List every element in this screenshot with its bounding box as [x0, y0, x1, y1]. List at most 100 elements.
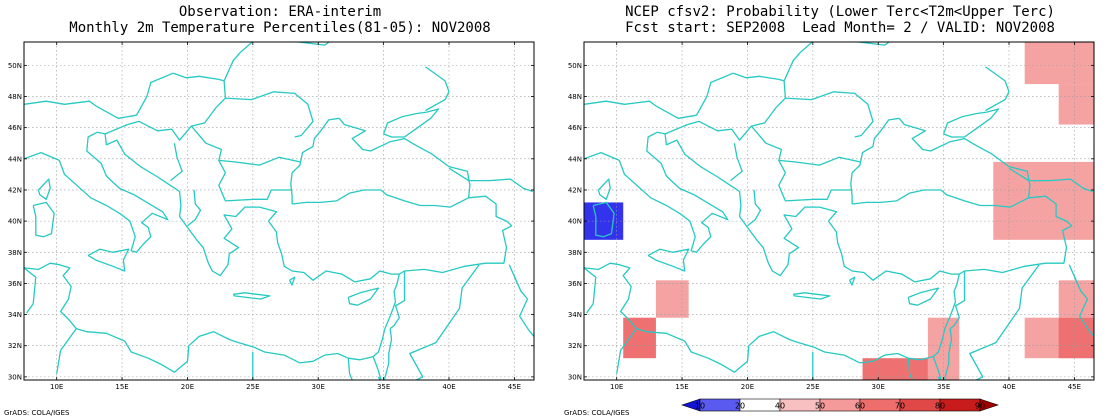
lat-tick-label: 32N	[568, 342, 582, 350]
left-map: 30N 32N 34N 36N 38N 40N 42N 44N 46N 48N 50N 10E 15E 2…	[8, 41, 535, 391]
lon-tick-label: 15E	[115, 383, 128, 391]
coastline	[409, 264, 480, 380]
coastline	[969, 264, 1040, 380]
left-title-line2: Monthly 2m Temperature Percentiles(81-05…	[69, 20, 491, 36]
coastline	[32, 201, 55, 238]
coastline	[533, 149, 534, 156]
lat-tick-label: 38N	[8, 249, 22, 257]
colorbar-label: 40	[775, 402, 785, 411]
coastlines	[584, 42, 1094, 380]
map-frame	[23, 41, 535, 381]
coastline	[377, 376, 381, 380]
coastlines	[24, 42, 534, 380]
coastline	[425, 66, 450, 112]
lon-tick-label: 45E	[508, 383, 521, 391]
coastline	[232, 292, 271, 300]
coastline	[1028, 195, 1073, 227]
lon-tick-label: 15E	[675, 383, 688, 391]
lat-tick-label: 34N	[8, 311, 22, 319]
coastline	[398, 225, 513, 275]
lon-tick-label: 35E	[377, 383, 390, 391]
left-title-line1: Observation: ERA-interim	[178, 4, 382, 20]
coastline	[468, 195, 513, 227]
right-title-line2: Fcst start: SEP2008 Lead Month= 2 / VALI…	[625, 20, 1055, 36]
coastline	[949, 305, 960, 330]
coastline	[508, 264, 534, 337]
right-credit: GrADS: COLA/IGES	[564, 409, 630, 417]
gridlines	[24, 42, 534, 380]
colorbar-label: 60	[855, 402, 865, 411]
lon-tick-label: 20E	[181, 383, 194, 391]
map-frame	[583, 41, 1095, 381]
coastline	[730, 143, 743, 182]
coastline	[37, 178, 51, 200]
lon-tick-label: 25E	[246, 383, 259, 391]
coastline	[218, 160, 293, 202]
coastline	[584, 267, 597, 314]
lat-tick-label: 40N	[8, 218, 22, 226]
lon-tick-label: 10E	[610, 383, 623, 391]
coastline	[943, 328, 953, 380]
lat-tick-label: 42N	[8, 186, 22, 194]
coastline	[225, 91, 314, 138]
probability-cell	[1024, 42, 1094, 85]
colorbar-label: 80	[935, 402, 945, 411]
coastline	[288, 276, 296, 286]
colorbar: 10 20 40 50 60 70 80 90	[681, 398, 999, 412]
lon-tick-label: 40E	[1002, 383, 1015, 391]
lat-tick-label: 44N	[568, 155, 582, 163]
probability-cell	[927, 317, 960, 380]
lat-tick-label: 32N	[8, 342, 22, 350]
coastline	[592, 201, 615, 238]
lat-tick-label: 36N	[8, 280, 22, 288]
coastline	[932, 356, 942, 380]
lon-tick-label: 35E	[937, 383, 950, 391]
left-credit: GrADS: COLA/IGES	[4, 409, 70, 417]
coastline	[190, 125, 301, 166]
colorbar-label: 10	[695, 402, 705, 411]
lon-tick-label: 30E	[312, 383, 325, 391]
coastline	[937, 376, 941, 380]
coastline	[907, 287, 940, 306]
left-map-panel: Observation: ERA-interim Monthly 2m Temp…	[4, 4, 535, 417]
coastline	[747, 189, 762, 227]
coastline	[1068, 264, 1094, 337]
probability-cell	[655, 280, 689, 318]
probability-cell	[993, 161, 1094, 240]
coastline	[383, 328, 393, 380]
coastline	[792, 292, 831, 300]
probability-cell	[1058, 317, 1094, 359]
coastline	[448, 167, 533, 193]
coastline	[750, 125, 861, 166]
colorbar-label: 70	[895, 402, 905, 411]
colorbar-label: 50	[815, 402, 825, 411]
lat-tick-label: 42N	[568, 186, 582, 194]
lon-tick-label: 45E	[1068, 383, 1081, 391]
coastline	[372, 356, 382, 380]
coastline	[382, 108, 440, 138]
coastline	[848, 276, 856, 286]
colorbar-label: 90	[975, 402, 985, 411]
right-title-line1: NCEP cfsv2: Probability (Lower Terc<T2m<…	[625, 4, 1055, 20]
lat-tick-label: 46N	[568, 124, 582, 132]
right-map: 30N 32N 34N 36N 38N 40N 42N 44N 46N 48N 50N 10E 15E 2…	[568, 41, 1095, 412]
coastline	[942, 108, 1000, 138]
lon-tick-label: 10E	[50, 383, 63, 391]
lat-tick-label: 30N	[568, 373, 582, 381]
coastline	[985, 66, 1010, 112]
coastline	[584, 72, 785, 119]
lon-tick-label: 30E	[872, 383, 885, 391]
colorbar-label: 20	[735, 402, 745, 411]
right-map-panel: NCEP cfsv2: Probability (Lower Terc<T2m<…	[560, 0, 1120, 420]
lon-tick-label: 25E	[806, 383, 819, 391]
lat-tick-label: 50N	[8, 62, 22, 70]
coastline	[647, 248, 690, 272]
coastline	[24, 72, 225, 119]
probability-cell	[1058, 84, 1094, 125]
coastline	[907, 358, 913, 380]
coastline	[1008, 167, 1093, 193]
probability-cell	[1058, 280, 1094, 318]
coastline	[389, 305, 400, 330]
lat-tick-label: 48N	[8, 93, 22, 101]
lat-tick-label: 50N	[568, 62, 582, 70]
